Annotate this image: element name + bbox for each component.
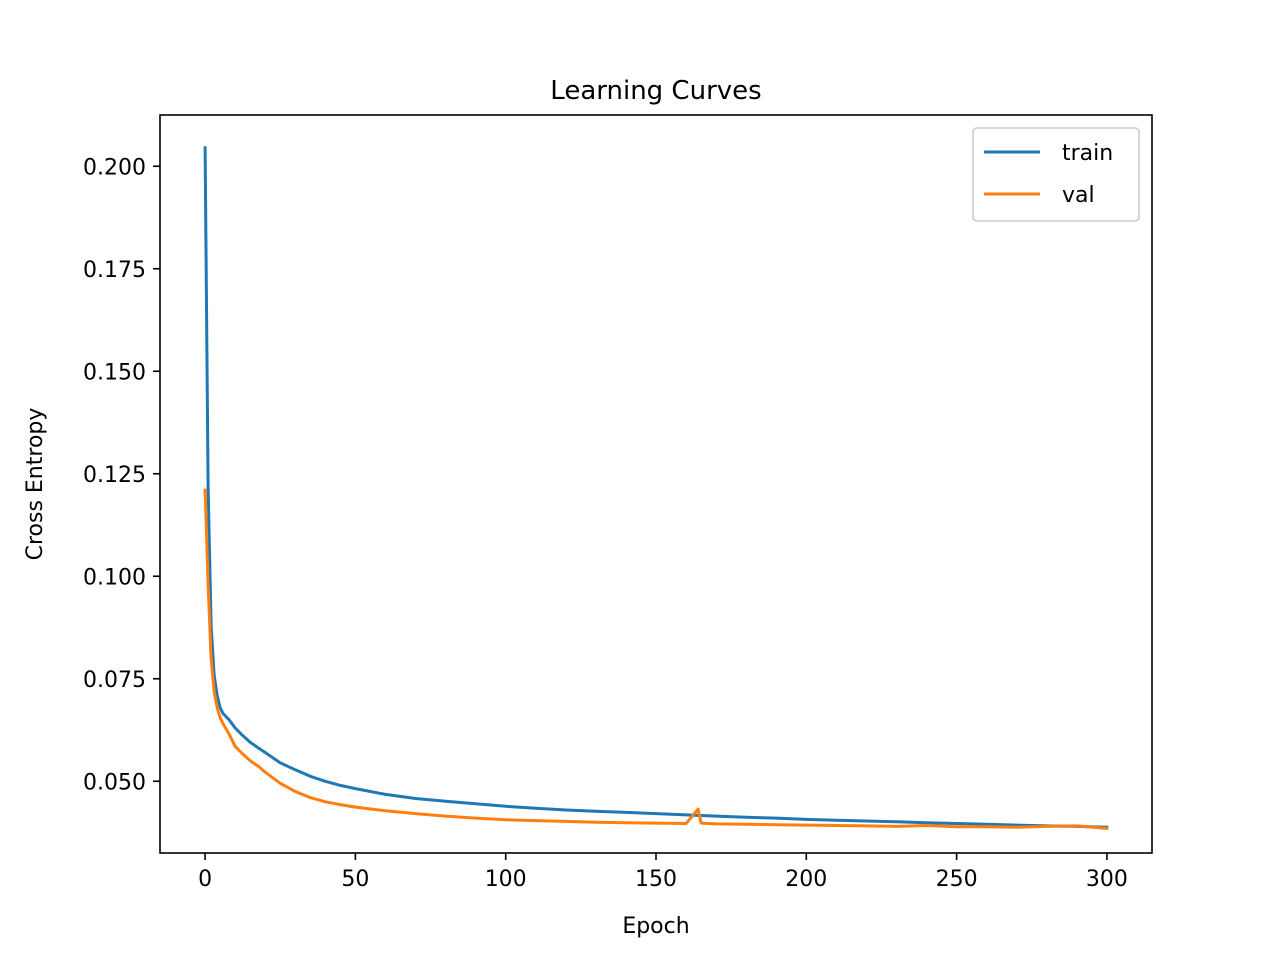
plot-area <box>159 114 1153 854</box>
chart-title: Learning Curves <box>550 76 761 106</box>
y-tick-label: 0.100 <box>83 565 146 590</box>
x-tick-label: 300 <box>1086 867 1128 892</box>
y-tick-label: 0.075 <box>83 668 146 693</box>
x-tick-label: 0 <box>198 867 212 892</box>
y-tick-label: 0.200 <box>83 155 146 180</box>
y-tick-label: 0.125 <box>83 463 146 488</box>
y-tick-label: 0.150 <box>83 360 146 385</box>
x-axis: 0 50 100 150 200 250 300 <box>198 853 1128 892</box>
series-line-train <box>203 146 1109 829</box>
y-tick-label: 0.050 <box>83 770 146 795</box>
series-line-val <box>203 488 1109 831</box>
legend: train val <box>972 127 1140 222</box>
plot-frame <box>159 114 1153 854</box>
y-tick-label: 0.175 <box>83 258 146 283</box>
y-axis-title: Cross Entropy <box>23 408 48 561</box>
y-axis: 0.050 0.075 0.100 0.125 0.150 0.175 0.200 <box>83 155 160 795</box>
x-tick-label: 150 <box>635 867 677 892</box>
x-tick-label: 50 <box>341 867 369 892</box>
x-tick-label: 200 <box>785 867 827 892</box>
legend-label-val: val <box>1062 183 1095 208</box>
x-tick-label: 250 <box>936 867 978 892</box>
x-axis-title: Epoch <box>622 914 689 939</box>
legend-box <box>972 127 1140 222</box>
x-tick-label: 100 <box>485 867 527 892</box>
legend-label-train: train <box>1062 141 1113 166</box>
